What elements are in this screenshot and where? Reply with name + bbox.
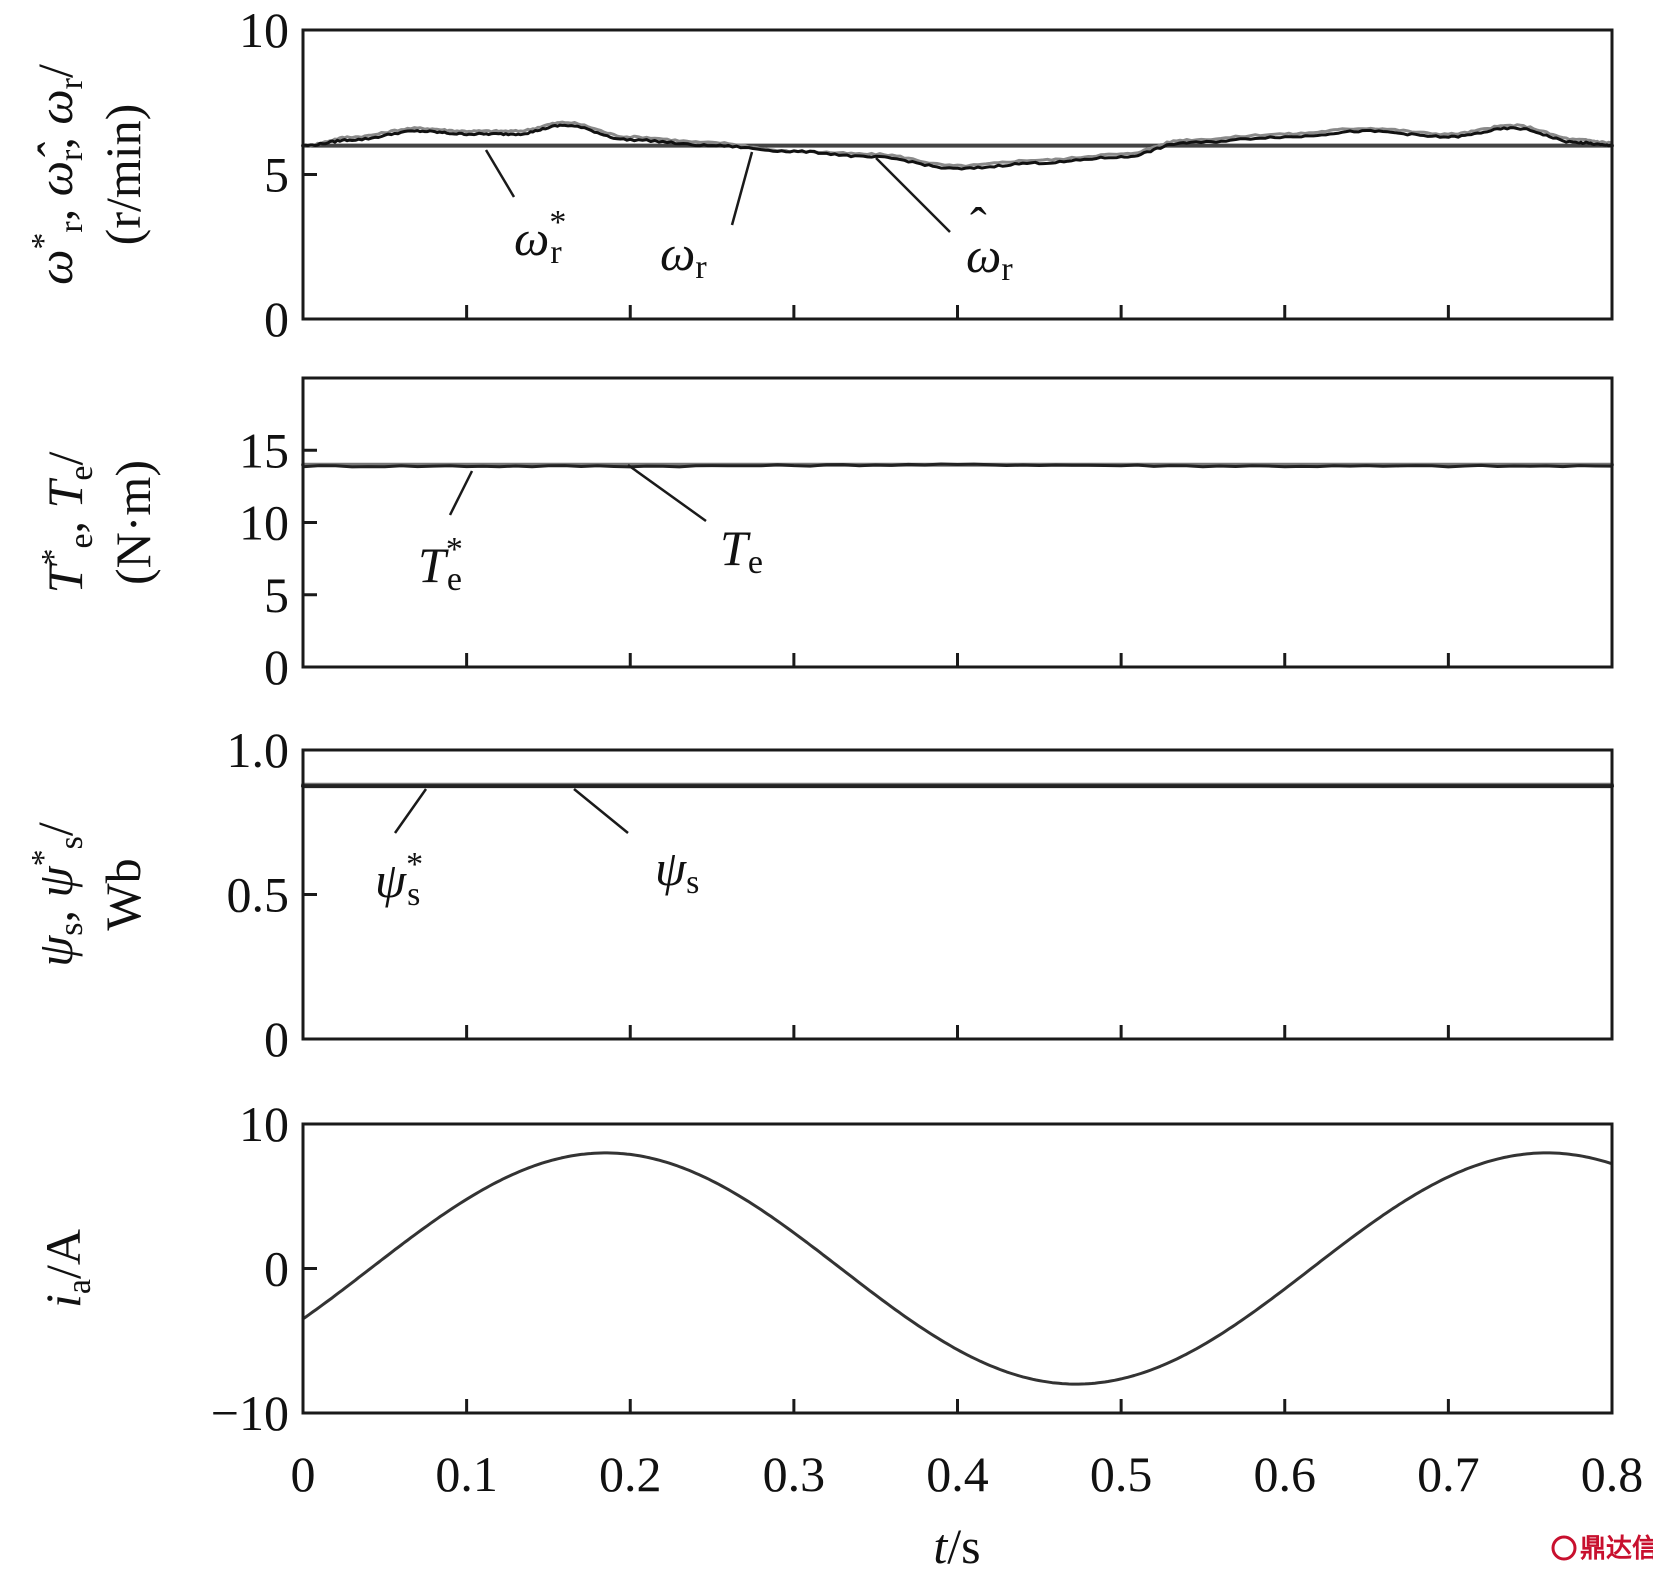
panel-current: −10 0 10 <box>211 1096 1614 1441</box>
plot-frame-flux <box>301 748 1614 1041</box>
x-tick-label: 0.7 <box>1417 1446 1480 1502</box>
y-tick-label: 10 <box>239 2 289 58</box>
label-omega: ωr <box>660 225 707 286</box>
x-tick-label: 0 <box>291 1446 316 1502</box>
series-line-current-0 <box>301 1151 1614 1386</box>
leader-line <box>730 151 754 226</box>
leader-line <box>484 149 516 198</box>
y-tick-label: 0 <box>264 1011 289 1067</box>
panel-flux: 0 0.5 1.0 <box>227 722 1614 1067</box>
plot-frame-torque <box>301 376 1614 669</box>
x-tick-label: 0.6 <box>1254 1446 1317 1502</box>
y-axis-label-speed: (r/min) <box>95 104 151 246</box>
y-tick-label: 0 <box>264 639 289 695</box>
y-tick-label: 5 <box>264 567 289 623</box>
y-axis-label-flux: ψs, ψ*s/ <box>25 822 90 967</box>
y-tick-label: 0.5 <box>227 867 290 923</box>
y-axis-label-speed: ω*r, ω̂r, ωr/ <box>25 64 90 285</box>
plot-frame-current <box>301 1122 1614 1415</box>
panel-speed: 0 5 10 <box>239 2 1614 347</box>
x-tick-label: 0.3 <box>763 1446 826 1502</box>
hat-mark: ˆ <box>970 197 987 253</box>
y-tick-label: 10 <box>239 1096 289 1152</box>
label-flux: ψs <box>655 840 699 901</box>
y-axis-label-flux: Wb <box>95 858 151 930</box>
label-flux-ref: ψ* s <box>375 846 423 913</box>
panel-torque: 0 5 10 15 <box>239 376 1614 695</box>
leader-line <box>573 788 629 834</box>
leader-line <box>875 157 951 233</box>
leader-line <box>448 470 474 516</box>
y-tick-label: 1.0 <box>227 722 290 778</box>
label-torque-ref: T* e <box>418 531 463 598</box>
y-axis-label-torque: (N·m) <box>105 460 161 585</box>
y-tick-label: 0 <box>264 291 289 347</box>
y-tick-label: 5 <box>264 147 289 203</box>
y-tick-label: 0 <box>264 1241 289 1297</box>
watermark: 鼎达信 <box>1551 1534 1653 1564</box>
x-tick-label: 0.5 <box>1090 1446 1153 1502</box>
label-omega-ref: ω* r <box>514 204 566 271</box>
label-omega-hat: ωr <box>966 227 1013 288</box>
series-line-torque-1 <box>301 462 1614 469</box>
x-axis-label: t/s <box>933 1518 980 1569</box>
y-tick-label: −10 <box>211 1385 289 1441</box>
y-axis-label-torque: T*e, Te/ <box>35 452 100 594</box>
series-line-speed-1 <box>301 120 1614 168</box>
watermark-logo-icon <box>1551 1535 1577 1561</box>
leader-line <box>393 788 428 834</box>
x-tick-label: 0.8 <box>1581 1446 1644 1502</box>
y-tick-label: 10 <box>239 495 289 551</box>
x-tick-label: 0.2 <box>599 1446 662 1502</box>
watermark-text: 鼎达信 <box>1580 1534 1653 1564</box>
leader-line <box>627 463 707 523</box>
x-tick-label: 0.1 <box>435 1446 498 1502</box>
label-torque: Te <box>720 520 763 581</box>
y-axis-label-current: ia/A <box>35 1229 98 1308</box>
series-line-speed-2 <box>301 123 1614 171</box>
y-tick-label: 15 <box>239 422 289 478</box>
x-tick-label: 0.4 <box>926 1446 989 1502</box>
